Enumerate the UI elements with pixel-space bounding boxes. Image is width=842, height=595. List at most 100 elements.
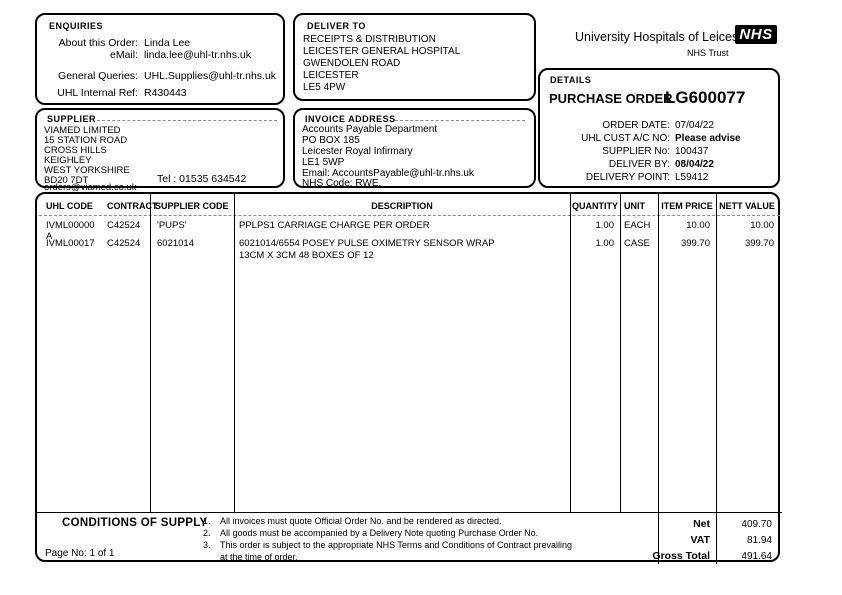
conditions-title: CONDITIONS OF SUPPLY	[62, 517, 208, 529]
row2-description-cont: 13CM X 3CM 48 BOXES OF 12	[239, 250, 374, 261]
supplier-no-value: 100437	[675, 146, 709, 157]
column-divider	[570, 194, 571, 512]
row1-supplier-code: 'PUPS'	[157, 220, 187, 231]
invoice-title-rule	[395, 120, 525, 121]
order-table-box: UHL CODE CONTRACT SUPPLIER CODE DESCRIPT…	[35, 192, 782, 564]
internal-ref-value: R430443	[144, 87, 187, 99]
supplier-no-label: SUPPLIER No:	[602, 146, 670, 157]
row1-nett-value: 10.00	[750, 220, 774, 231]
general-queries-value: UHL.Supplies@uhl-tr.nhs.uk	[144, 70, 277, 82]
delivery-point-label: DELIVERY POINT:	[585, 172, 670, 183]
invoice-address-box: INVOICE ADDRESS Accounts Payable Departm…	[293, 108, 536, 189]
purchase-order-number: LG600077	[665, 88, 746, 107]
header-item-price: ITEM PRICE	[661, 201, 713, 211]
order-date-value: 07/04/22	[675, 120, 714, 131]
row1-quantity: 1.00	[595, 220, 615, 231]
supplier-line: KEIGHLEY	[44, 155, 92, 166]
supplier-line: CROSS HILLS	[44, 145, 107, 156]
column-divider	[620, 194, 621, 512]
deliver-by-label: DELIVER BY:	[608, 159, 670, 170]
enquiries-box: ENQUIRIES About this Order: Linda Lee eMa…	[35, 13, 285, 105]
row1-description: PPLPS1 CARRIAGE CHARGE PER ORDER	[239, 220, 430, 231]
column-divider	[234, 194, 235, 512]
vat-value: 81.94	[746, 535, 772, 546]
condition-2-text: All goods must be accompanied by a Deliv…	[220, 528, 539, 538]
deliver-by-value: 08/04/22	[675, 159, 714, 170]
deliver-line: LEICESTER	[303, 70, 359, 81]
net-label: Net	[693, 518, 710, 530]
deliver-by-row: DELIVER BY: 08/04/22	[550, 159, 714, 170]
supplier-box: SUPPLIER VIAMED LIMITED 15 STATION ROAD …	[35, 108, 285, 193]
supplier-no-row: SUPPLIER No: 100437	[550, 146, 708, 157]
email-label: eMail:	[109, 49, 138, 61]
supplier-title-rule	[97, 120, 277, 121]
supplier-tel: Tel : 01535 634542	[157, 173, 247, 185]
cust-account-row: UHL CUST A/C NO: Please advise	[550, 133, 741, 144]
enquiries-ref-row: UHL Internal Ref: R430443	[43, 87, 187, 99]
header-contract: CONTRACT	[107, 201, 158, 211]
column-divider	[658, 194, 659, 564]
invoice-line: Leicester Royal Infirmary	[302, 146, 413, 157]
details-box: DETAILS PURCHASE ORDER LG600077 ORDER DA…	[538, 68, 780, 188]
table-bottom-rule	[37, 512, 782, 513]
page-number: Page No: 1 of 1	[45, 548, 115, 559]
supplier-title: SUPPLIER	[47, 114, 97, 124]
header-quantity: QUANTITY	[572, 201, 618, 211]
details-title: DETAILS	[550, 75, 592, 85]
header-description: DESCRIPTION	[371, 201, 433, 211]
cust-account-value: Please advise	[675, 133, 741, 144]
deliver-line: LEICESTER GENERAL HOSPITAL	[303, 46, 461, 57]
header-uhl-code: UHL CODE	[46, 201, 93, 211]
about-order-label: About this Order:	[58, 37, 138, 49]
invoice-line: PO BOX 185	[302, 135, 360, 146]
enquiries-about-row: About this Order: Linda Lee	[43, 37, 191, 49]
supplier-postcode: BD20 7DT	[44, 175, 89, 186]
condition-1-num: 1.	[203, 516, 211, 526]
supplier-email: orders@viamed.co.uk	[44, 182, 137, 193]
invoice-line: Accounts Payable Department	[302, 124, 438, 135]
row2-nett-value: 399.70	[744, 238, 774, 249]
purchase-order-label: PURCHASE ORDER	[549, 91, 673, 106]
trust-name: University Hospitals of Leicester	[575, 30, 753, 44]
deliver-line: RECEIPTS & DISTRIBUTION	[303, 34, 436, 45]
invoice-line: LE1 5WP	[302, 157, 345, 168]
deliver-to-box: DELIVER TO RECEIPTS & DISTRIBUTION LEICE…	[293, 13, 536, 101]
header-supplier-code: SUPPLIER CODE	[155, 201, 229, 211]
condition-2-num: 2.	[203, 528, 211, 538]
row1-unit: EACH	[624, 220, 651, 231]
condition-3-text: This order is subject to the appropriate…	[220, 540, 573, 562]
general-queries-label: General Queries:	[58, 70, 138, 82]
delivery-point-row: DELIVERY POINT: L59412	[550, 172, 708, 183]
invoice-address-title: INVOICE ADDRESS	[305, 114, 396, 124]
email-value: linda.lee@uhl-tr.nhs.uk	[144, 49, 251, 61]
order-date-row: ORDER DATE: 07/04/22	[550, 120, 714, 131]
invoice-line: Email: AccountsPayable@uhl-tr.nhs.uk	[302, 168, 474, 179]
row2-supplier-code: 6021014	[157, 238, 194, 249]
enquiries-title: ENQUIRIES	[49, 21, 104, 31]
gross-total-value: 491.64	[741, 551, 772, 562]
supplier-line: 15 STATION ROAD	[44, 135, 128, 146]
row2-uhl-code: IVML00017	[46, 238, 95, 249]
condition-1-text: All invoices must quote Official Order N…	[220, 516, 502, 526]
row1-item-price: 10.00	[686, 220, 710, 231]
enquiries-general-row: General Queries: UHL.Supplies@uhl-tr.nhs.…	[43, 70, 276, 82]
gross-total-label: Gross Total	[652, 550, 710, 562]
deliver-line: LE5 4PW	[303, 82, 346, 93]
invoice-line: NHS Code: RWE.	[302, 178, 382, 189]
cust-account-label: UHL CUST A/C NO:	[581, 133, 670, 144]
row2-contract: C42524	[107, 238, 141, 249]
supplier-line: WEST YORKSHIRE	[44, 165, 130, 176]
deliver-line: GWENDOLEN ROAD	[303, 58, 401, 69]
row2-quantity: 1.00	[595, 238, 615, 249]
column-divider	[150, 194, 151, 512]
enquiries-email-row: eMail: linda.lee@uhl-tr.nhs.uk	[43, 49, 251, 61]
order-date-label: ORDER DATE:	[602, 120, 670, 131]
header-rule	[39, 215, 780, 216]
row2-unit: CASE	[624, 238, 650, 249]
about-order-value: Linda Lee	[144, 37, 191, 49]
column-divider	[716, 194, 717, 564]
delivery-point-value: L59412	[675, 172, 709, 183]
deliver-to-title: DELIVER TO	[307, 21, 366, 31]
row1-uhl-code: IVML00000	[46, 220, 95, 231]
net-value: 409.70	[741, 519, 772, 530]
